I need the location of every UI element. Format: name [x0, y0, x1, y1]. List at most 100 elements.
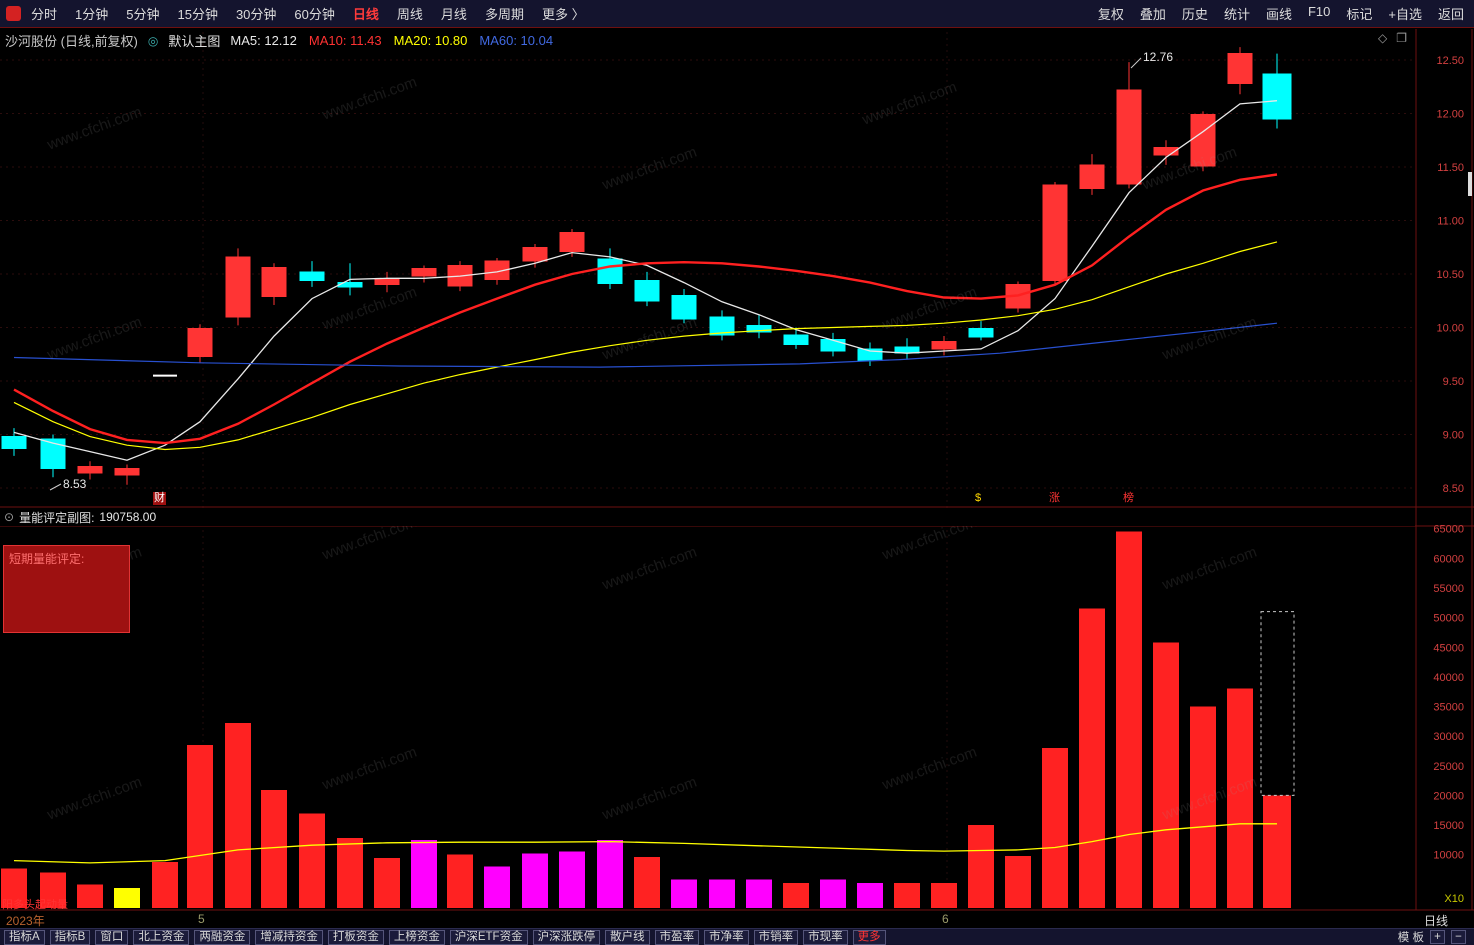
- volume-bar: [484, 866, 510, 908]
- volume-bar: [337, 838, 363, 908]
- indicator-target-icon[interactable]: ◎: [147, 33, 159, 48]
- diamond-icon[interactable]: ◇: [1378, 31, 1388, 45]
- price-axis-label: 9.50: [1443, 376, 1464, 388]
- volume-projection-box: [1260, 611, 1295, 796]
- volume-bar: [709, 879, 735, 908]
- ma-line-ma60: [13, 322, 1278, 368]
- period-tab[interactable]: 分时: [31, 7, 58, 22]
- bottombar-item[interactable]: 市销率: [753, 929, 799, 945]
- candle-body: [299, 271, 325, 281]
- candle-body: [1227, 53, 1253, 85]
- toolbar-action-button[interactable]: 标记: [1346, 7, 1373, 22]
- candle-body: [671, 294, 697, 320]
- toolbar-action-button[interactable]: 返回: [1437, 7, 1464, 22]
- bottombar-right: 模 板 + −: [1398, 929, 1470, 945]
- volume-bar: [299, 813, 325, 908]
- period-tab[interactable]: 5分钟: [126, 7, 160, 22]
- main-overlay-label: 默认主图: [168, 34, 221, 49]
- volume-axis-label: 20000: [1433, 790, 1464, 802]
- volume-eval-box-title: 短期量能评定:: [9, 552, 85, 566]
- candle-body: [484, 260, 510, 280]
- volume-axis-label: 50000: [1433, 613, 1464, 625]
- toolbar-action-button[interactable]: 叠加: [1139, 7, 1166, 22]
- ma-values: MA5: 12.12 MA10: 11.43 MA20: 10.80 MA60: 10…: [230, 33, 553, 48]
- bottombar-item[interactable]: 指标A: [4, 929, 45, 945]
- bottombar-item[interactable]: 指标B: [49, 929, 91, 945]
- scrollbar-handle[interactable]: [1468, 172, 1472, 196]
- bottombar-item[interactable]: 市现率: [803, 929, 848, 945]
- event-marker: 财: [153, 492, 166, 505]
- top-toolbar: 分时 1分钟 5分钟 15分钟 30分钟 60分钟 日线 周线 月线 多周期 更多 〉 复权 叠加 历史…: [0, 0, 1474, 28]
- month-label: 6: [942, 912, 949, 926]
- volume-bar: [968, 825, 994, 908]
- bottombar-item[interactable]: 市盈率: [654, 929, 700, 945]
- period-tab[interactable]: 更多 〉: [541, 7, 585, 22]
- period-tab[interactable]: 月线: [440, 7, 467, 22]
- period-tab[interactable]: 日线: [352, 7, 379, 22]
- bottombar-item[interactable]: 两融资金: [194, 929, 251, 945]
- volume-axis-label: 45000: [1433, 642, 1464, 654]
- chart-header: 沙河股份 (日线,前复权) ◎ 默认主图 MA5: 12.12 MA10: 11.…: [5, 31, 553, 50]
- price-axis-label: 10.50: [1436, 269, 1464, 281]
- event-marker: $: [975, 492, 982, 504]
- volume-ma-line: [13, 823, 1277, 864]
- current-period-label: 日线: [1424, 914, 1449, 928]
- period-tab[interactable]: 60分钟: [294, 7, 335, 22]
- volume-axis-label: 10000: [1433, 850, 1464, 862]
- volume-bar: [597, 839, 623, 908]
- toolbar-action-button[interactable]: +自选: [1388, 7, 1422, 22]
- bottombar-item[interactable]: 沪深ETF资金: [449, 929, 528, 945]
- volume-axis-label: 60000: [1433, 553, 1464, 565]
- bottombar-item[interactable]: 上榜资金: [388, 929, 445, 945]
- candle-body: [522, 246, 548, 262]
- indicator-buttons: 指标A 指标B 窗口 北上资金 两融资金 增减持资金 打板资金 上榜资金 沪深ETF资金 沪深涨跌…: [4, 929, 848, 945]
- template-button[interactable]: 模 板: [1397, 932, 1424, 944]
- volume-bar: [559, 851, 585, 908]
- price-axis-label: 9.00: [1443, 430, 1464, 442]
- subchart-title: 量能评定副图:: [19, 510, 95, 525]
- period-tab[interactable]: 1分钟: [75, 7, 109, 22]
- period-tab[interactable]: 多周期: [484, 7, 524, 22]
- candle-body: [1153, 147, 1179, 156]
- candle-body: [77, 466, 103, 474]
- year-label: 2023年: [6, 914, 45, 928]
- candle-body: [746, 324, 772, 333]
- toolbar-action-button[interactable]: 画线: [1265, 7, 1292, 22]
- price-axis-label: 12.50: [1436, 55, 1464, 67]
- volume-bar: [857, 883, 883, 908]
- ma-line-ma10: [13, 173, 1278, 445]
- bottombar-item[interactable]: 增减持资金: [255, 929, 323, 945]
- volume-eval-box: 短期量能评定:: [3, 545, 130, 633]
- volume-bar: [1079, 608, 1105, 908]
- volume-bar: [671, 879, 697, 908]
- bottombar-item[interactable]: 打板资金: [327, 929, 384, 945]
- volume-bar: [1042, 748, 1068, 908]
- bottombar-item[interactable]: 散户线: [605, 929, 650, 945]
- toolbar-action-button[interactable]: 统计: [1223, 7, 1250, 22]
- bottombar-item[interactable]: 北上资金: [133, 929, 190, 945]
- toolbar-action-button[interactable]: 历史: [1181, 7, 1208, 22]
- more-button[interactable]: 更多: [852, 929, 886, 945]
- toolbar-action-button[interactable]: 复权: [1097, 7, 1124, 22]
- ma-value-label: MA5: 12.12: [230, 33, 297, 48]
- period-tab[interactable]: 周线: [396, 7, 423, 22]
- zoom-in-button[interactable]: +: [1430, 930, 1445, 944]
- app-logo-icon[interactable]: [6, 6, 21, 21]
- period-tab[interactable]: 30分钟: [235, 7, 277, 22]
- volume-bar: [746, 879, 772, 908]
- zoom-out-button[interactable]: −: [1451, 930, 1466, 944]
- panel-toggle-icon[interactable]: ⊙: [4, 510, 15, 524]
- period-tab[interactable]: 15分钟: [177, 7, 218, 22]
- volume-bar: [1153, 642, 1179, 908]
- volume-bar: [1227, 688, 1253, 908]
- toolbar-action-button[interactable]: F10: [1307, 4, 1331, 19]
- event-marker: 涨: [1049, 492, 1060, 504]
- volume-bar: [1, 868, 27, 908]
- window-icon[interactable]: ❐: [1396, 31, 1407, 45]
- volume-bar: [931, 883, 957, 908]
- candle-body: [783, 334, 809, 346]
- bottombar-item[interactable]: 市净率: [704, 929, 749, 945]
- bottombar-item[interactable]: 窗口: [95, 929, 129, 945]
- bottombar-item[interactable]: 沪深涨跌停: [532, 929, 601, 945]
